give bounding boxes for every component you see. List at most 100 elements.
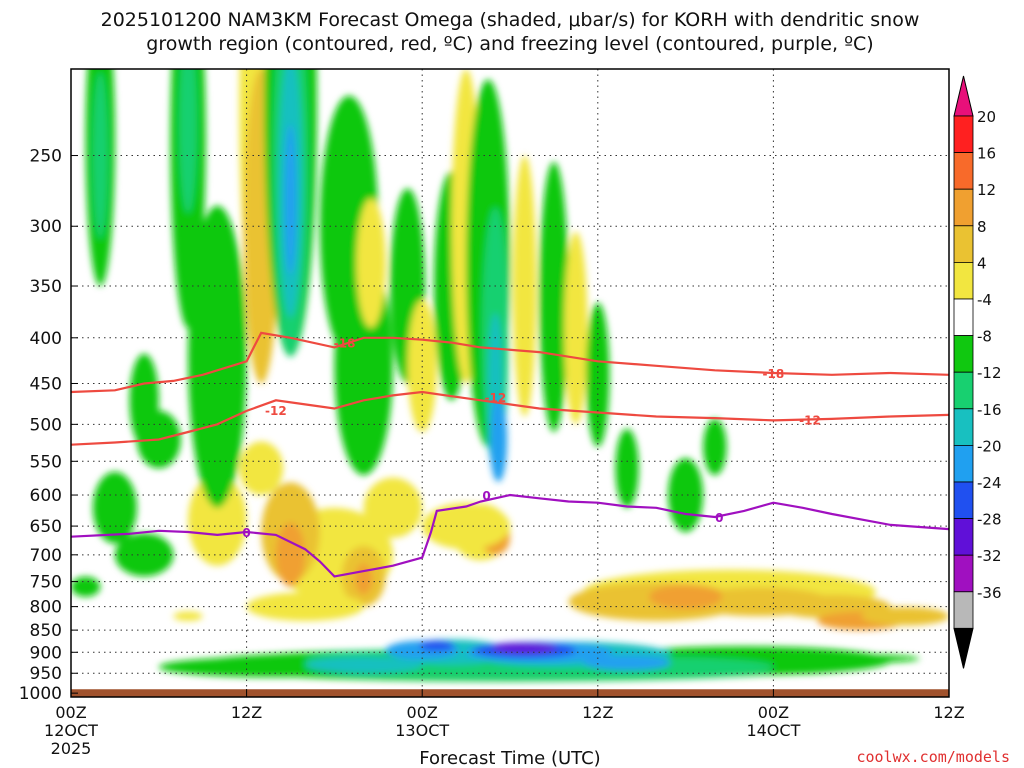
x-tick-label: 2025 — [51, 739, 92, 758]
colorbar-label: -16 — [977, 401, 1002, 419]
x-axis-label: Forecast Time (UTC) — [419, 748, 600, 768]
colorbar-label: -8 — [977, 328, 992, 346]
x-tick-label: 13OCT — [395, 721, 449, 740]
omega-region — [649, 584, 723, 610]
x-tick-label: 00Z — [758, 703, 789, 722]
colorbar-label: -20 — [977, 437, 1002, 455]
omega-region — [564, 231, 588, 425]
colorbar-bin — [953, 152, 974, 190]
x-tick-label: 12Z — [231, 703, 262, 722]
omega-region — [284, 124, 297, 275]
plot-area: -18 -18 -12 -12 -12 0 0 0 — [71, 69, 949, 697]
y-tick-label: 500 — [30, 415, 62, 435]
contour-label: 0 — [482, 489, 490, 503]
omega-region — [492, 642, 557, 654]
chart-title-line1: 2025101200 NAM3KM Forecast Omega (shaded… — [101, 9, 920, 31]
colorbar-label: -28 — [977, 511, 1002, 529]
colorbar-label: 12 — [977, 181, 996, 199]
y-tick-label: 600 — [30, 486, 62, 506]
omega-region — [71, 576, 101, 597]
omega-region — [539, 161, 569, 433]
omega-region — [239, 441, 284, 496]
omega-region — [668, 458, 704, 533]
omega-region — [512, 155, 537, 417]
ground-fill — [71, 689, 949, 697]
x-tick-label: 00Z — [55, 703, 86, 722]
colorbar-label: 20 — [977, 108, 996, 126]
colorbar-bin — [953, 115, 974, 153]
x-tick-label: 14OCT — [746, 721, 800, 740]
omega-region — [92, 72, 108, 239]
colorbar-label: -36 — [977, 584, 1002, 602]
colorbar-bottom-arrow — [953, 627, 974, 669]
colorbar-top-arrow — [953, 75, 974, 117]
omega-region — [407, 299, 437, 433]
colorbar-label: -4 — [977, 291, 992, 309]
colorbar: 20 16 12 8 4 -4 -8 -12 -16 -20 -24 -28 -32 -36 — [953, 75, 1002, 669]
colorbar-label: 8 — [977, 218, 987, 236]
x-tick-label: 12OCT — [44, 721, 98, 740]
contour-label: -12 — [485, 391, 507, 405]
colorbar-bin — [953, 481, 974, 519]
contour-label: 0 — [715, 511, 723, 525]
chart-title-line2: growth region (contoured, red, ºC) and f… — [146, 33, 873, 55]
y-tick-label: 800 — [30, 598, 62, 618]
y-tick-label: 900 — [30, 643, 62, 663]
y-axis: 2503003504004505005506006507007508008509… — [19, 147, 78, 704]
omega-region — [422, 502, 510, 550]
omega-region — [305, 656, 423, 674]
omega-region — [583, 655, 671, 671]
contour--18 — [71, 331, 949, 394]
omega-region — [861, 606, 949, 626]
omega-region — [356, 198, 386, 328]
y-tick-label: 400 — [30, 329, 62, 349]
colorbar-bin — [953, 518, 974, 556]
colorbar-label: 4 — [977, 254, 987, 272]
contour-0 — [71, 493, 949, 578]
colorbar-bin — [953, 225, 974, 263]
contour--12 — [71, 390, 949, 446]
y-tick-label: 550 — [30, 452, 62, 472]
contour-label: -18 — [763, 367, 785, 381]
x-tick-label: 12Z — [933, 703, 964, 722]
y-tick-label: 250 — [30, 147, 62, 167]
colorbar-bin — [953, 261, 974, 300]
contour-label: 0 — [242, 526, 250, 540]
omega-region — [615, 428, 639, 508]
contours: -18 -18 -12 -12 -12 0 0 0 — [71, 331, 949, 578]
omega-region — [363, 477, 423, 538]
omega-region — [188, 205, 247, 508]
colorbar-bin — [953, 298, 974, 336]
y-tick-label: 350 — [30, 277, 62, 297]
colorbar-label: 16 — [977, 145, 996, 163]
y-tick-label: 950 — [30, 664, 62, 684]
colorbar-bin — [953, 188, 974, 227]
omega-region — [179, 69, 197, 214]
contour-label: -12 — [265, 404, 287, 418]
omega-region — [354, 563, 373, 595]
omega-shading — [71, 69, 949, 682]
contour-label: -18 — [334, 337, 356, 351]
grid — [71, 69, 949, 697]
omega-region — [703, 418, 727, 476]
credit-text: coolwx.com/models — [856, 748, 1010, 766]
x-tick-label: 12Z — [582, 703, 613, 722]
omega-region — [802, 654, 920, 663]
omega-region — [173, 611, 203, 621]
y-tick-label: 750 — [30, 573, 62, 593]
colorbar-bin — [953, 444, 974, 483]
omega-region — [246, 592, 364, 621]
colorbar-label: -12 — [977, 364, 1002, 382]
colorbar-label: -32 — [977, 547, 1002, 565]
omega-region — [489, 397, 508, 482]
omega-region — [188, 474, 247, 566]
colorbar-label: -24 — [977, 474, 1002, 492]
colorbar-bin — [953, 371, 974, 410]
omega-region — [586, 302, 610, 447]
contour-label: -12 — [799, 414, 821, 428]
y-tick-label: 1000 — [19, 684, 62, 704]
y-tick-label: 650 — [30, 517, 62, 537]
y-tick-label: 450 — [30, 374, 62, 394]
